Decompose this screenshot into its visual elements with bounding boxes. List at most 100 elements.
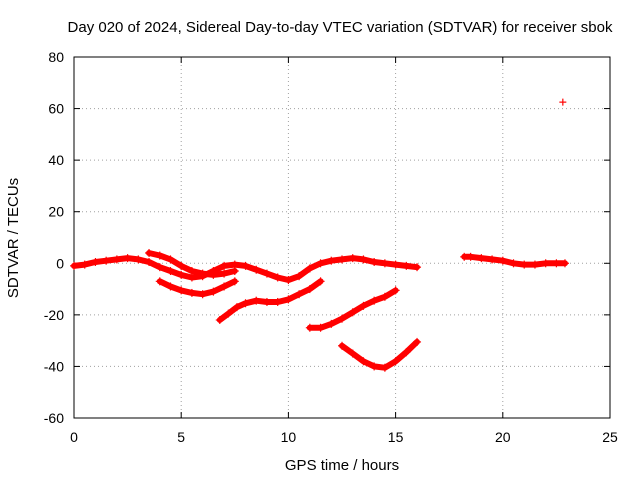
data-point	[187, 288, 196, 297]
data-point	[241, 261, 250, 270]
data-point	[370, 296, 379, 305]
data-point	[338, 314, 346, 323]
y-tick-label: -40	[44, 358, 64, 374]
series-track-6	[338, 337, 422, 372]
data-point	[391, 260, 400, 269]
data-point	[380, 292, 389, 301]
data-point	[359, 255, 368, 264]
data-point	[230, 267, 239, 276]
data-point	[220, 282, 229, 291]
data-point	[155, 277, 164, 286]
data-point	[262, 269, 271, 278]
data-point	[198, 269, 207, 278]
data-point	[198, 290, 207, 299]
data-point	[348, 308, 357, 317]
data-point	[230, 277, 239, 286]
ticks	[73, 56, 611, 419]
data-point	[70, 261, 78, 270]
data-point	[134, 255, 143, 264]
data-point	[348, 254, 357, 263]
data-point	[220, 269, 229, 278]
series-track-4	[215, 277, 325, 325]
data-point	[498, 256, 507, 265]
data-point	[155, 263, 164, 272]
data-point	[177, 270, 186, 279]
y-tick-label: 80	[48, 49, 64, 65]
data-point	[112, 255, 121, 264]
data-point	[488, 255, 497, 264]
data-point	[477, 254, 486, 263]
data-point	[370, 362, 379, 371]
series-track-2	[145, 248, 239, 279]
data-point	[91, 257, 100, 266]
data-point	[145, 257, 154, 266]
x-tick-label: 20	[495, 429, 511, 445]
data-point	[284, 276, 293, 285]
data-point	[295, 290, 304, 299]
data-point	[359, 357, 368, 366]
y-tick-label: 20	[48, 204, 64, 220]
data-point	[509, 259, 518, 268]
data-point	[338, 341, 346, 350]
x-tick-label: 0	[70, 429, 78, 445]
data-point	[209, 287, 218, 296]
data-point	[273, 273, 282, 282]
y-tick-label: 60	[48, 101, 64, 117]
data-point	[559, 98, 567, 106]
data-point	[391, 357, 400, 366]
series-band	[216, 278, 324, 323]
series-band	[156, 278, 238, 298]
data-point	[305, 264, 314, 273]
series-track-3	[155, 277, 239, 299]
data-point	[348, 349, 357, 358]
data-point	[305, 323, 314, 332]
series-layer	[70, 98, 569, 372]
y-tick-label: 40	[48, 152, 64, 168]
data-point	[305, 285, 314, 294]
data-point	[380, 363, 389, 372]
y-tick-label: -20	[44, 307, 64, 323]
x-tick-label: 25	[602, 429, 618, 445]
data-point	[215, 316, 224, 325]
chart-title: Day 020 of 2024, Sidereal Day-to-day VTE…	[68, 19, 613, 36]
data-point	[520, 260, 529, 269]
data-point	[413, 263, 422, 272]
data-point	[273, 297, 282, 306]
data-point	[284, 295, 293, 304]
data-point	[232, 303, 241, 312]
data-point	[327, 256, 336, 265]
data-point	[209, 270, 218, 279]
data-point	[380, 259, 389, 268]
data-point	[177, 261, 186, 270]
data-point	[370, 257, 379, 266]
x-tick-label: 10	[281, 429, 297, 445]
data-point	[541, 259, 550, 268]
data-point	[166, 267, 175, 276]
plot-frame	[73, 56, 611, 419]
data-point	[552, 259, 561, 268]
y-axis-label: SDTVAR / TECUs	[5, 178, 22, 298]
data-point	[220, 261, 229, 270]
data-point	[413, 337, 422, 346]
x-tick-labels: 0 5 10 15 20 25	[70, 429, 618, 445]
data-point	[295, 272, 304, 281]
data-point	[102, 256, 111, 265]
data-point	[466, 252, 475, 261]
data-point	[560, 259, 569, 268]
data-point	[316, 259, 325, 268]
data-point	[123, 254, 132, 263]
data-point	[530, 260, 539, 269]
series-track-5	[305, 286, 400, 332]
data-point	[145, 248, 154, 257]
grid	[74, 57, 610, 418]
data-point	[391, 286, 400, 295]
data-point	[187, 267, 196, 276]
data-point	[166, 282, 175, 291]
x-tick-label: 15	[388, 429, 404, 445]
x-tick-label: 5	[177, 429, 185, 445]
data-point	[327, 319, 336, 328]
series-track-1	[70, 254, 422, 285]
data-point	[402, 261, 411, 270]
data-point	[80, 260, 89, 269]
data-point	[338, 255, 346, 264]
